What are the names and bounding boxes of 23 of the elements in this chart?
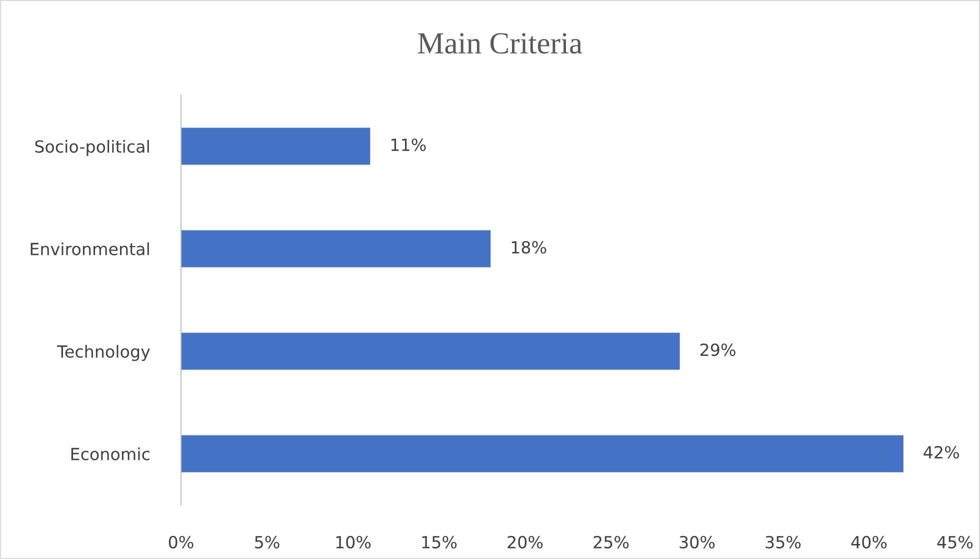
x-tick-label: 35% bbox=[766, 536, 801, 548]
x-tick-label: 25% bbox=[594, 536, 629, 548]
data-label: 11% bbox=[391, 138, 426, 152]
x-tick-label: 30% bbox=[680, 536, 715, 548]
bar bbox=[181, 435, 904, 472]
data-label: 42% bbox=[924, 446, 959, 459]
x-tick-label: 10% bbox=[336, 536, 371, 548]
chart-title: Main Criteria bbox=[418, 33, 582, 54]
x-tick-label: 40% bbox=[851, 536, 887, 548]
data-label: 29% bbox=[700, 343, 736, 356]
bar bbox=[181, 230, 491, 268]
bar bbox=[181, 332, 680, 370]
y-tick-label: Environmental bbox=[30, 242, 149, 256]
y-tick-label: Technology bbox=[57, 344, 150, 362]
y-tick-label: Economic bbox=[71, 447, 150, 460]
x-tick-label: 5% bbox=[255, 536, 280, 548]
x-tick-label: 20% bbox=[508, 536, 543, 548]
data-label: 18% bbox=[512, 240, 546, 254]
bar bbox=[181, 128, 370, 165]
x-tick-label: 15% bbox=[422, 536, 457, 548]
y-tick-label: Socio-political bbox=[35, 140, 149, 156]
x-tick-label: 0% bbox=[168, 536, 194, 548]
x-tick-label: 45% bbox=[937, 536, 973, 548]
